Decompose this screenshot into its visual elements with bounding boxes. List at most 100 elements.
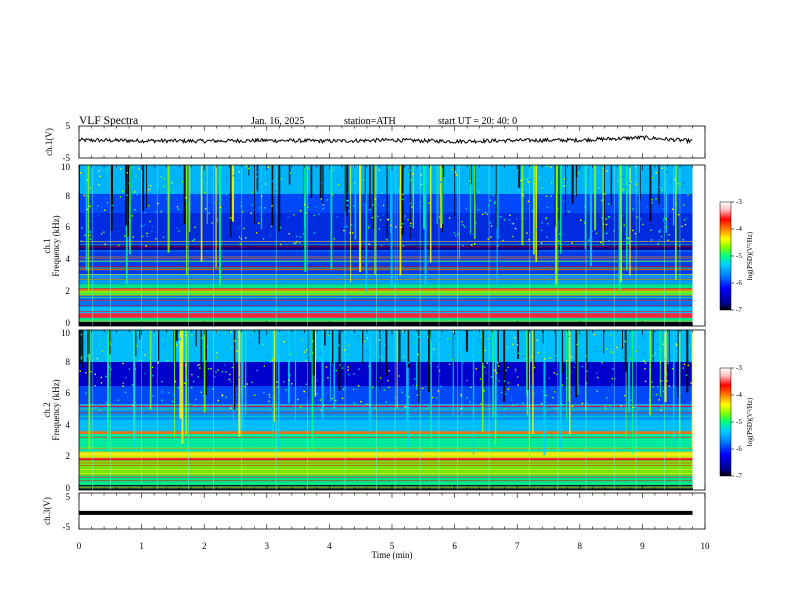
spectrogram-speckle <box>263 365 266 367</box>
spectrogram-speckle <box>522 339 524 341</box>
spectrogram-speckle <box>454 337 457 339</box>
spectrogram-speckle <box>552 397 554 399</box>
spectrogram-speckle <box>100 376 102 379</box>
spectrogram-speckle <box>322 204 325 206</box>
spectrogram-speckle <box>271 407 274 410</box>
spectrogram-speckle <box>420 174 423 176</box>
spectrogram-speckle <box>413 378 416 380</box>
spectrogram-speckle <box>97 214 100 217</box>
spectrogram-speckle <box>318 213 320 215</box>
spectrogram-speckle <box>519 196 521 198</box>
spectrogram-speckle <box>687 364 689 367</box>
ch2-spectrogram-panel: 0 2 4 6 8 10 ch.2 Frequency (kHz) <box>42 328 706 493</box>
spectrogram-speckle <box>87 181 90 183</box>
spectrogram-speckle <box>498 380 500 382</box>
spectrogram-speckle <box>661 192 664 194</box>
spectrogram-speckle <box>244 237 247 239</box>
spectrogram-speckle <box>404 406 406 408</box>
spectrogram-speckle <box>613 377 616 380</box>
spectrogram-speckle <box>313 214 316 217</box>
spectrogram-speckle <box>480 335 483 338</box>
spectrogram-speckle <box>671 208 674 211</box>
spectrogram-speckle <box>331 397 333 400</box>
spectrogram-speckle <box>487 337 489 340</box>
spectrogram-speckle <box>661 380 664 383</box>
spectrogram-speckle <box>651 177 654 179</box>
spectrogram-speckle <box>111 341 113 343</box>
spectrogram-speckle <box>225 396 227 398</box>
spectrogram-speckle <box>662 390 665 393</box>
spectrogram-speckle <box>227 407 229 409</box>
spectrogram-speckle <box>191 386 193 389</box>
ch2-spectrogram-image <box>79 330 705 490</box>
spectrogram-speckle <box>269 361 272 363</box>
spectrogram-speckle <box>212 388 214 390</box>
spectrogram-speckle <box>382 204 385 207</box>
spectrogram-speckle <box>174 380 177 383</box>
spectrogram-speckle <box>678 175 681 177</box>
spectrogram-speckle <box>153 334 155 336</box>
spectrogram-speckle <box>379 355 381 358</box>
spectrogram-speckle <box>326 199 328 201</box>
spectrogram-speckle <box>485 176 487 179</box>
spectrogram-speckle <box>322 380 325 382</box>
spectrogram-speckle <box>603 223 605 225</box>
spectrogram-speckle <box>494 369 496 371</box>
spectrogram-speckle <box>144 354 146 356</box>
spectrogram-speckle <box>332 193 334 196</box>
spectrogram-speckle <box>346 225 348 228</box>
spectrogram-speckle <box>272 391 275 394</box>
spectrogram-speckle <box>159 403 161 406</box>
spectrogram-speckle <box>505 369 507 372</box>
spectrogram-speckle <box>79 186 82 189</box>
spectrogram-speckle <box>479 378 482 380</box>
spectrogram-speckle <box>561 384 564 386</box>
spectrogram-speckle <box>620 405 622 407</box>
spectrogram-speckle <box>553 372 556 374</box>
spectrogram-speckle <box>201 337 203 339</box>
spectrogram-speckle <box>305 349 308 351</box>
spectrogram-speckle <box>215 356 218 359</box>
spectrogram-speckle <box>392 166 395 169</box>
spectrogram-speckle <box>504 407 506 410</box>
spectrogram-speckle <box>478 351 480 353</box>
spectrogram-speckle <box>517 376 519 378</box>
spectrogram-speckle <box>394 396 396 399</box>
spectrogram-band <box>79 213 693 246</box>
spectrogram-speckle <box>503 380 506 382</box>
spectrogram-speckle <box>192 380 195 383</box>
spectrogram-speckle <box>134 209 136 211</box>
spectrogram-speckle <box>413 342 416 344</box>
spectrogram-speckle <box>119 196 122 198</box>
spectrogram-speckle <box>568 335 570 337</box>
spectrogram-speckle <box>191 334 193 337</box>
ch1-freq-tick-6: 6 <box>66 222 71 232</box>
spectrogram-speckle <box>453 232 456 234</box>
spectrogram-speckle <box>181 181 184 183</box>
spectrogram-speckle <box>455 189 457 191</box>
spectrogram-speckle <box>186 226 189 228</box>
spectrogram-speckle <box>685 216 688 219</box>
spectrogram-speckle <box>607 404 610 406</box>
spectrogram-band <box>79 193 693 214</box>
spectrogram-speckle <box>316 348 318 351</box>
spectrogram-speckle <box>511 223 513 225</box>
spectrogram-speckle <box>496 372 498 374</box>
spectrogram-speckle <box>521 192 523 195</box>
spectrogram-speckle <box>409 225 412 227</box>
spectrogram-speckle <box>378 228 381 230</box>
spectrogram-speckle <box>682 367 685 369</box>
spectrogram-speckle <box>392 188 395 190</box>
time-tick-1: 1 <box>139 541 144 551</box>
spectrogram-speckle <box>204 191 206 194</box>
spectrogram-speckle <box>176 227 178 229</box>
spectrogram-speckle <box>305 383 308 385</box>
spectrogram-speckle <box>451 168 454 171</box>
spectrogram-band <box>79 284 693 289</box>
spectrogram-speckle <box>268 400 270 403</box>
spectrogram-speckle <box>202 344 204 346</box>
spectrogram-speckle <box>304 203 306 206</box>
spectrogram-speckle <box>394 165 396 167</box>
spectrogram-speckle <box>101 350 103 352</box>
spectrogram-speckle <box>497 365 500 367</box>
